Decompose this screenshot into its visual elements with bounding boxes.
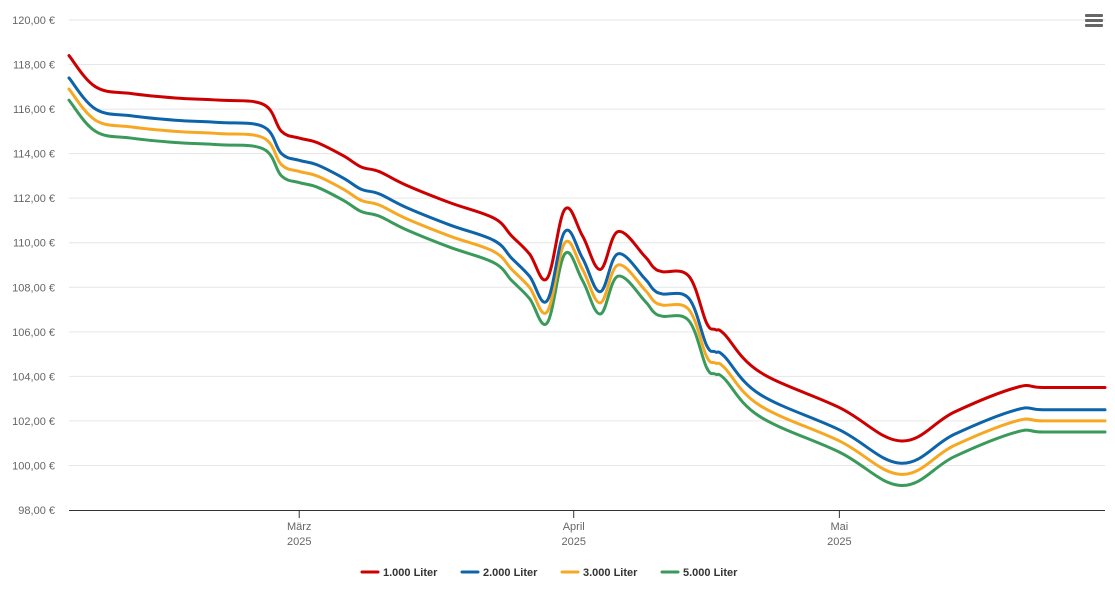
y-tick-label: 104,00 €: [12, 371, 55, 383]
legend-item-label: 5.000 Liter: [683, 567, 738, 579]
series-line: [67, 54, 1107, 443]
series-line: [67, 76, 1107, 465]
y-tick-label: 108,00 €: [12, 282, 55, 294]
y-tick-label: 118,00 €: [13, 60, 55, 72]
hamburger-menu-icon[interactable]: [1085, 12, 1103, 30]
y-tick-label: 100,00 €: [12, 460, 55, 472]
y-tick-label: 98,00 €: [18, 505, 55, 517]
series-line: [67, 87, 1107, 476]
x-tick-sublabel: 2025: [827, 536, 851, 548]
y-tick-label: 102,00 €: [12, 416, 55, 428]
menu-bar: [1085, 19, 1103, 22]
y-tick-label: 114,00 €: [13, 149, 55, 161]
y-tick-label: 116,00 €: [13, 104, 55, 116]
legend-item-label: 2.000 Liter: [483, 567, 538, 579]
x-tick-label: Mai: [830, 521, 848, 533]
x-tick-label: April: [563, 521, 585, 533]
legend-item-label: 1.000 Liter: [383, 567, 438, 579]
y-tick-label: 112,00 €: [13, 193, 55, 205]
series-line: [67, 98, 1107, 488]
menu-bar: [1085, 24, 1103, 27]
menu-bar: [1085, 14, 1103, 17]
x-tick-label: März: [287, 521, 311, 533]
y-tick-label: 106,00 €: [12, 327, 55, 339]
y-tick-label: 120,00 €: [12, 15, 55, 27]
x-tick-sublabel: 2025: [287, 536, 311, 548]
legend-item-label: 3.000 Liter: [583, 567, 638, 579]
x-tick-sublabel: 2025: [561, 536, 585, 548]
y-tick-label: 110,00 €: [13, 238, 55, 250]
